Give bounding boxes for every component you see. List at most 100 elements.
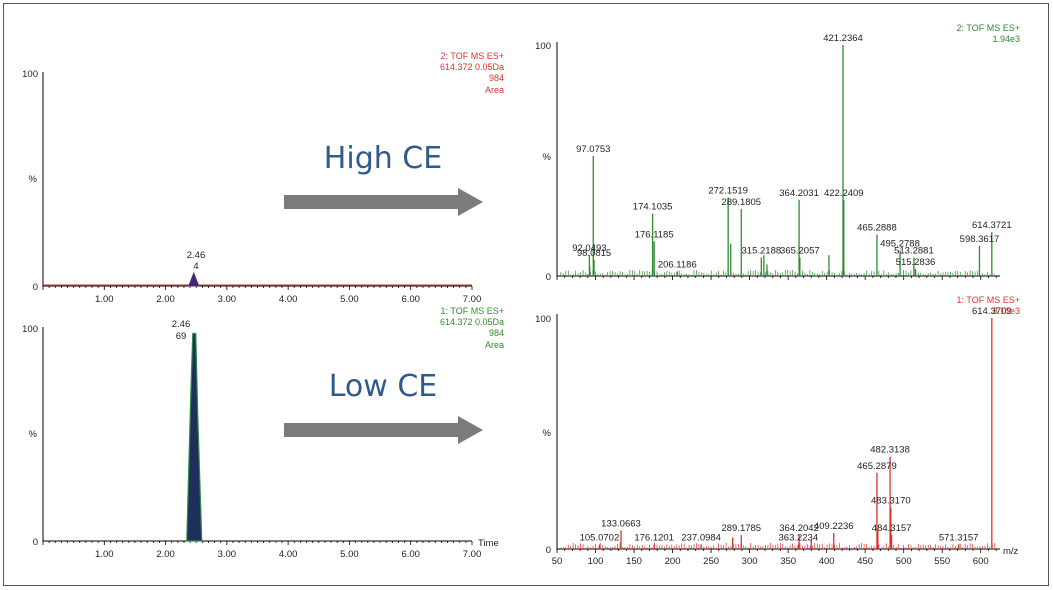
spec3-peak-label: 364.2031 xyxy=(779,188,819,199)
chrom2-peak xyxy=(186,332,203,542)
spec3-peak-label: 513.2881 xyxy=(894,246,934,257)
chrom2-x-tick-label: 3.00 xyxy=(218,549,237,560)
spec2-header-line2: 3.10e3 xyxy=(992,306,1020,316)
chrom2-x-tick-label: 5.00 xyxy=(340,549,359,560)
spec3-peak-label: 206.1186 xyxy=(658,259,697,270)
chrom1-x-tick-label: 7.00 xyxy=(463,294,482,305)
chrom1-header-line2: 614.372 0.05Da xyxy=(440,62,504,72)
chrom2-header-line3: 984 xyxy=(489,328,504,338)
spec4-x-tick-label: 200 xyxy=(665,556,681,567)
high-ce-arrow-group: High CE xyxy=(284,141,483,216)
low-ce-arrow-group: Low CE xyxy=(284,369,483,444)
spec3-peak-label: 495.2788 xyxy=(880,239,920,250)
figure-frame xyxy=(3,3,1049,586)
chrom2-x-tick-label: 6.00 xyxy=(401,549,420,560)
spec3-peak-label: 422.2409 xyxy=(824,188,864,199)
chromatogram-low-ce: 1.00 2.00 3.00 4.00 5.00 6.00 7.00 100 0 % 2.4… xyxy=(22,306,504,560)
spec3-peak-label: 515.2836 xyxy=(896,257,936,268)
chrom2-peak-rt-label: 2.46 xyxy=(172,319,191,330)
spec4-peak-label: 176.1201 xyxy=(634,532,674,543)
spec2-y-tick-0: 0 xyxy=(546,545,551,556)
spec1-header-line2: 1.94e3 xyxy=(992,34,1020,44)
spec1-y-unit: % xyxy=(543,152,552,163)
spec4-peak-label: 614.3709 xyxy=(972,306,1012,317)
spec2-x-axis-title: m/z xyxy=(1003,546,1019,557)
high-ce-label: High CE xyxy=(324,141,442,176)
spec4-peak-label: 483.3170 xyxy=(871,495,911,506)
spec4-peak-label: 289.1785 xyxy=(721,523,761,534)
spec4-peak-label: 364.2042 xyxy=(779,523,819,534)
low-ce-arrow-icon xyxy=(284,416,483,444)
spec3-peak-label: 176.1185 xyxy=(635,229,674,240)
chrom1-x-tick-label: 2.00 xyxy=(156,294,175,305)
spectrum-high-ce: 92.0493 97.0753 98.0815 174.1035 176.1185 206… xyxy=(535,23,1020,283)
spec4-peak-label: 237.0984 xyxy=(681,532,721,543)
chrom2-y-tick-0: 0 xyxy=(33,537,38,548)
chrom1-x-tick-label: 4.00 xyxy=(279,294,298,305)
chrom1-header-line4: Area xyxy=(485,85,504,95)
spec3-peak-label: 614.3721 xyxy=(972,220,1012,231)
chrom1-y-tick-0: 0 xyxy=(33,282,38,293)
spectrum-low-ce: 105.0702 133.0663 176.1201 237.0984289.1785… xyxy=(535,295,1020,567)
chrom2-header-line2: 614.372 0.05Da xyxy=(440,317,504,327)
spec4-x-tick-label: 400 xyxy=(819,556,835,567)
chrom2-x-tick-label: 7.00 xyxy=(463,549,482,560)
spec4-peak-label: 482.3138 xyxy=(870,445,910,456)
chromatogram-high-ce: 1.00 2.00 3.00 4.00 5.00 6.00 7.00 100 0 % 2.4… xyxy=(22,51,504,305)
chrom2-y-tick-100: 100 xyxy=(22,324,38,335)
spec3-peak-label: 421.2364 xyxy=(823,33,863,44)
chrom2-x-tick-label: 4.00 xyxy=(279,549,298,560)
spec4-peak-label: 484.3157 xyxy=(872,523,912,534)
spec3-peak-label: 97.0753 xyxy=(576,144,610,155)
low-ce-label: Low CE xyxy=(329,369,438,404)
spec3-peak-label: 465.2888 xyxy=(857,222,897,233)
chrom1-x-tick-label: 1.00 xyxy=(95,294,114,305)
spec2-header-line1: 1: TOF MS ES+ xyxy=(957,295,1020,305)
high-ce-arrow-icon xyxy=(284,188,483,216)
chrom2-y-unit: % xyxy=(29,429,38,440)
spec3-peak-label: 365.2057 xyxy=(780,246,820,257)
spec4-peak-label: 105.0702 xyxy=(580,532,620,543)
spec2-y-unit: % xyxy=(543,428,552,439)
chrom1-peak-area-label: 4 xyxy=(193,261,198,272)
spec4-x-tick-label: 500 xyxy=(896,556,912,567)
chrom2-peak-area-label: 69 xyxy=(176,331,187,342)
chrom1-y-unit: % xyxy=(29,174,38,185)
spec4-peak-label: 363.2234 xyxy=(779,532,819,543)
chrom1-header-line3: 984 xyxy=(489,73,504,83)
chrom2-x-axis-title: Time xyxy=(478,538,499,549)
spec3-peak-label: 289.1805 xyxy=(721,197,761,208)
spec4-x-tick-label: 550 xyxy=(934,556,950,567)
spec4-peak-label: 465.2879 xyxy=(857,461,897,472)
spec4-x-tick-label: 600 xyxy=(973,556,989,567)
chrom1-header-line1: 2: TOF MS ES+ xyxy=(441,51,504,61)
chrom2-x-tick-label: 2.00 xyxy=(156,549,175,560)
chrom1-peak-rt-label: 2.46 xyxy=(187,250,206,261)
spec1-y-tick-0: 0 xyxy=(546,272,551,283)
chrom1-x-tick-label: 6.00 xyxy=(401,294,420,305)
chrom2-header-line1: 1: TOF MS ES+ xyxy=(441,306,504,316)
chrom1-x-tick-label: 5.00 xyxy=(340,294,359,305)
spec4-peak-label: 571.3157 xyxy=(939,532,979,543)
chrom2-x-tick-label: 1.00 xyxy=(95,549,114,560)
spec4-x-tick-label: 250 xyxy=(703,556,719,567)
spec3-peak-label: 272.1519 xyxy=(708,185,748,196)
spec3-peak-label: 92.0493 xyxy=(572,243,606,254)
spec2-y-tick-100: 100 xyxy=(535,314,551,325)
spec4-x-tick-label: 150 xyxy=(626,556,642,567)
spec3-peak-label: 598.3617 xyxy=(960,234,1000,245)
spec3-peak-label: 174.1035 xyxy=(633,202,673,213)
spec4-x-tick-label: 450 xyxy=(857,556,873,567)
spec3-peak-label: 98.0815 xyxy=(577,248,611,259)
chrom1-y-tick-100: 100 xyxy=(22,69,38,80)
spec1-header-line1: 2: TOF MS ES+ xyxy=(957,23,1020,33)
spec1-y-tick-100: 100 xyxy=(535,41,551,52)
spec3-peak-label: 315.2188 xyxy=(742,246,782,257)
spec4-x-tick-label: 300 xyxy=(742,556,758,567)
spec4-x-tick-label: 100 xyxy=(588,556,604,567)
spec4-x-tick-label: 50 xyxy=(552,556,563,567)
spec4-x-tick-label: 350 xyxy=(780,556,796,567)
chrom1-peak xyxy=(188,271,200,287)
